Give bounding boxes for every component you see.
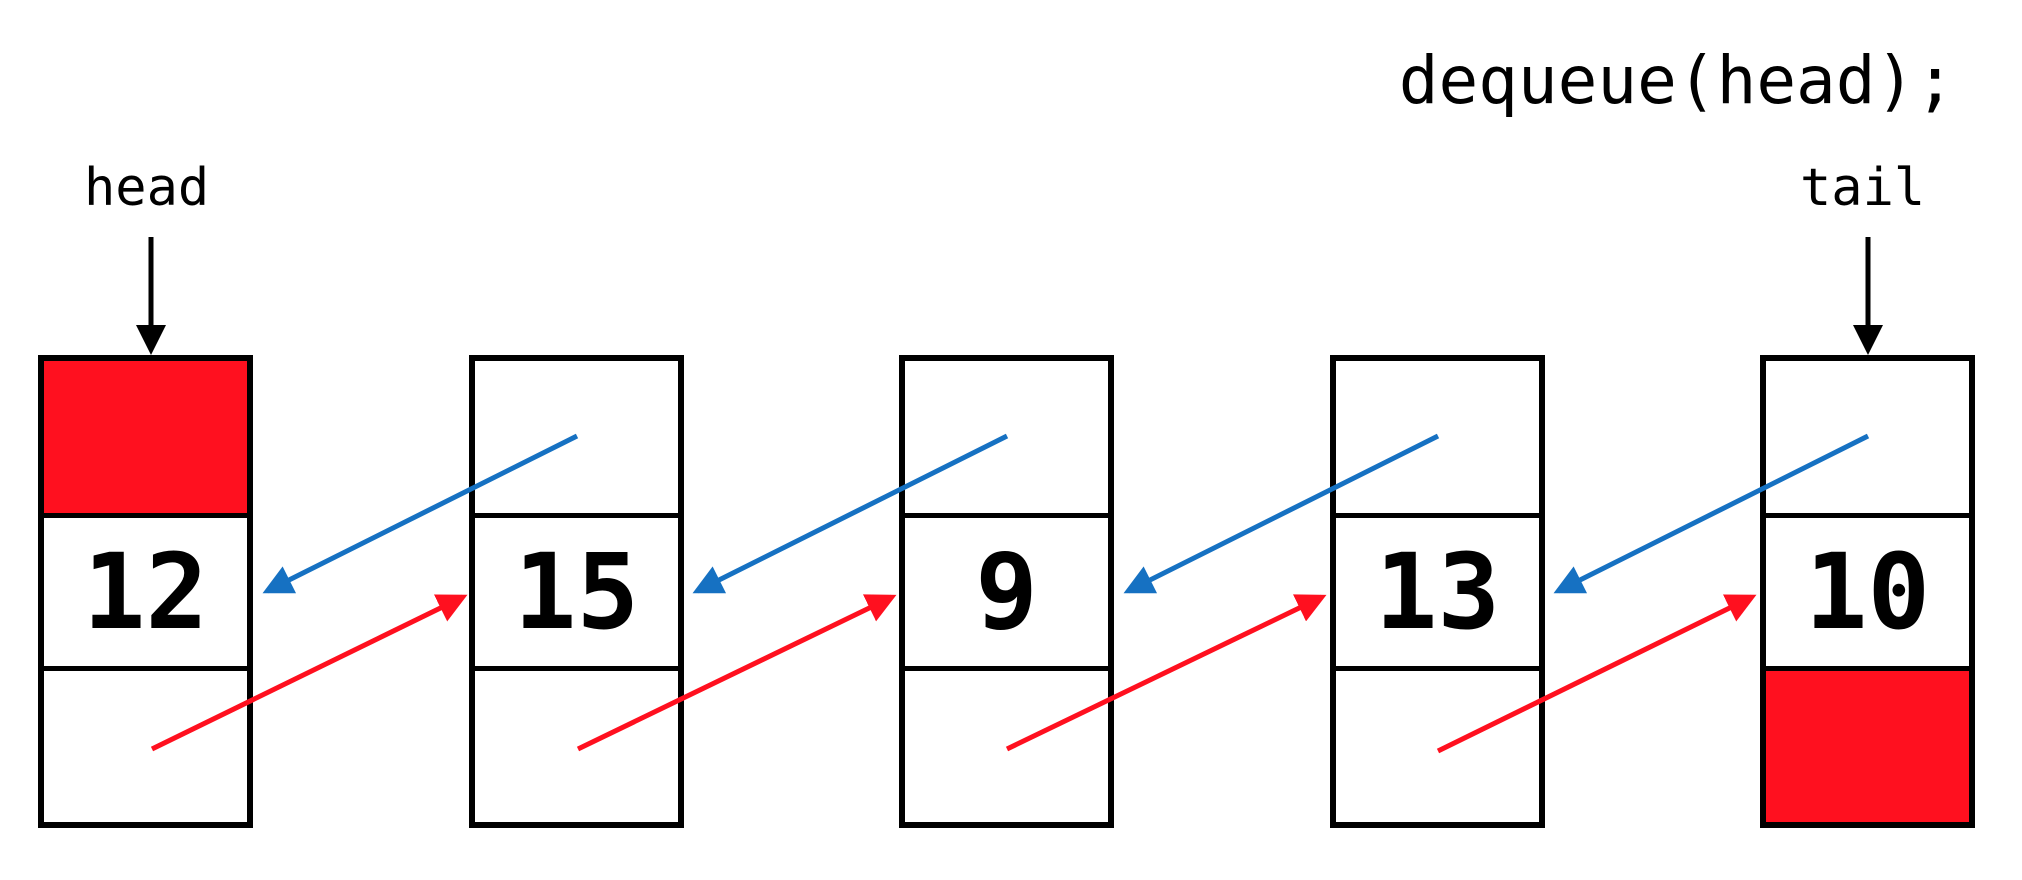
node-value: 15 bbox=[475, 513, 678, 671]
node-value: 12 bbox=[44, 513, 247, 671]
prev-pointer-cell bbox=[1336, 361, 1539, 513]
next-pointer-cell bbox=[905, 671, 1108, 822]
operation-code: dequeue(head); bbox=[1398, 42, 1955, 119]
node-value: 10 bbox=[1766, 513, 1969, 671]
list-node: 13 bbox=[1330, 355, 1545, 828]
node-value: 13 bbox=[1336, 513, 1539, 671]
next-pointer-cell bbox=[1766, 671, 1969, 822]
prev-pointer-cell bbox=[475, 361, 678, 513]
list-node: 12 bbox=[38, 355, 253, 828]
prev-pointer-cell bbox=[905, 361, 1108, 513]
next-pointer-cell bbox=[44, 671, 247, 822]
next-pointer-cell bbox=[1336, 671, 1539, 822]
list-node: 9 bbox=[899, 355, 1114, 828]
prev-pointer-cell bbox=[1766, 361, 1969, 513]
next-pointer-cell bbox=[475, 671, 678, 822]
list-node: 10 bbox=[1760, 355, 1975, 828]
head-pointer-label: head bbox=[84, 158, 210, 218]
tail-pointer-label: tail bbox=[1800, 158, 1926, 218]
list-node: 15 bbox=[469, 355, 684, 828]
prev-pointer-cell bbox=[44, 361, 247, 513]
node-value: 9 bbox=[905, 513, 1108, 671]
